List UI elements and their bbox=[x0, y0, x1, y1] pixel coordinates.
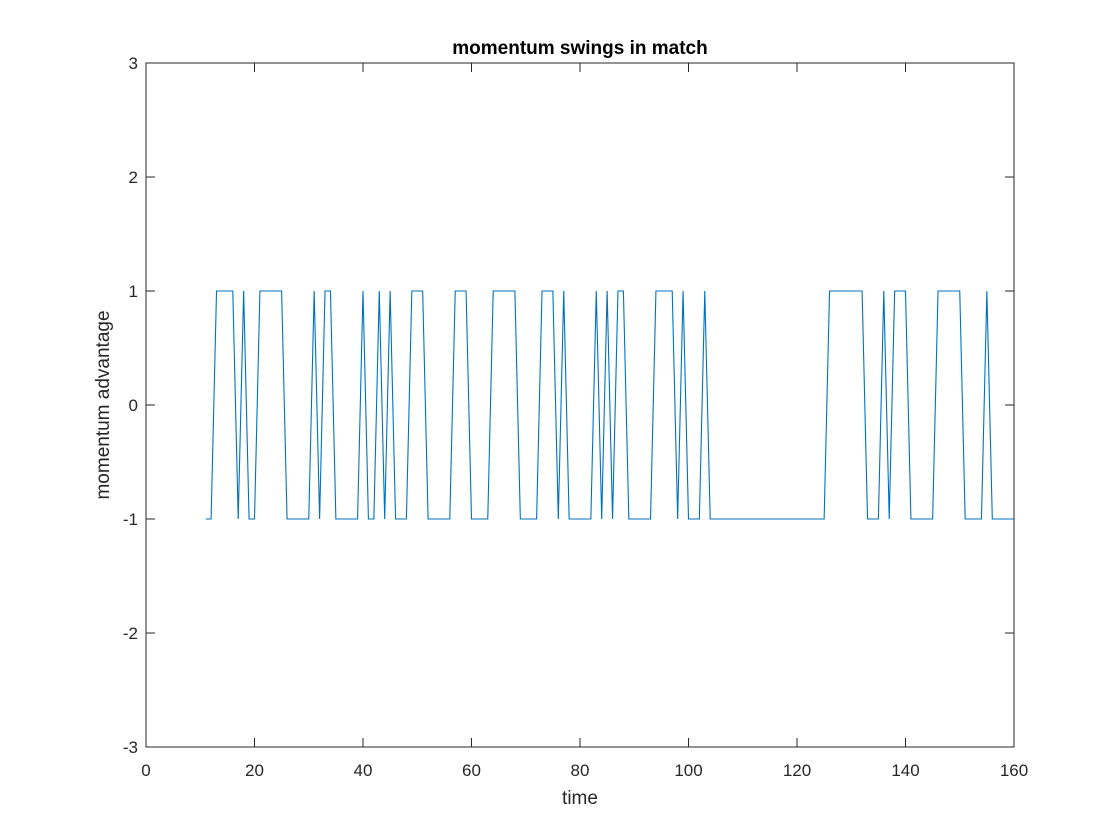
chart-title: momentum swings in match bbox=[452, 38, 707, 59]
series-line-1 bbox=[205, 290, 1014, 520]
x-tick-label: 160 bbox=[1000, 761, 1028, 780]
x-axis-label: time bbox=[562, 788, 598, 809]
y-tick-label: 2 bbox=[129, 168, 138, 187]
y-axis-label: momentum advantage bbox=[93, 310, 114, 499]
plot-area: 0 20 40 60 80 100 120 140 160 -3 -2 -1 0 1 2 3 bbox=[123, 54, 1028, 780]
x-tick-label: 80 bbox=[571, 761, 590, 780]
x-tick-label: 40 bbox=[354, 761, 373, 780]
x-tick-label: 120 bbox=[783, 761, 811, 780]
x-tick-label: 20 bbox=[245, 761, 264, 780]
x-tick-label: 140 bbox=[891, 761, 919, 780]
y-tick-label: -1 bbox=[123, 510, 138, 529]
plot-frame bbox=[145, 62, 1015, 748]
x-tick-label: 60 bbox=[462, 761, 481, 780]
x-tick-label: 100 bbox=[674, 761, 702, 780]
y-tick-label: -3 bbox=[123, 738, 138, 757]
y-tick-label: 1 bbox=[129, 282, 138, 301]
y-tick-label: -2 bbox=[123, 624, 138, 643]
x-tick-label: 0 bbox=[141, 761, 150, 780]
y-tick-label: 3 bbox=[129, 54, 138, 73]
y-tick-label: 0 bbox=[129, 396, 138, 415]
